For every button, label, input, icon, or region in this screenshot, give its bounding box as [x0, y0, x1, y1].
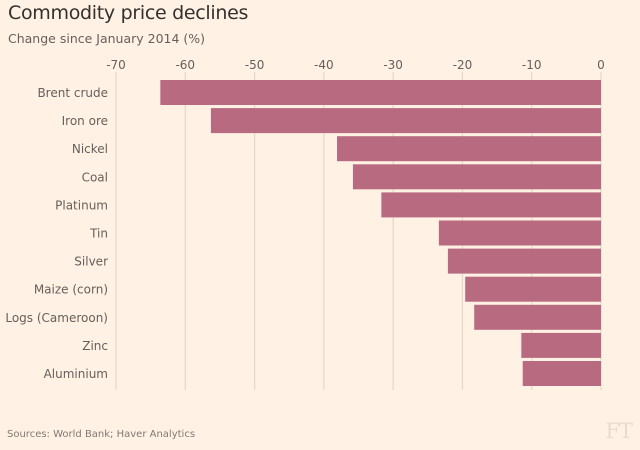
category-label: Aluminium	[44, 367, 108, 381]
source-note: Sources: World Bank; Haver Analytics	[7, 429, 196, 440]
category-label: Zinc	[82, 339, 108, 353]
category-label: Tin	[89, 227, 108, 241]
bar-silver	[447, 248, 601, 274]
category-label: Silver	[74, 255, 108, 269]
x-tick-label: -30	[383, 58, 403, 72]
x-tick-label: 0	[597, 58, 605, 72]
chart-subtitle: Change since January 2014 (%)	[8, 31, 206, 46]
category-label: Nickel	[72, 142, 108, 156]
x-axis-ticks: -70 -60 -50 -40 -30 -20 -10 0	[106, 58, 605, 72]
category-label: Logs (Cameroon)	[5, 311, 108, 325]
x-tick-label: -50	[245, 58, 265, 72]
category-label: Brent crude	[37, 86, 108, 100]
category-label: Maize (corn)	[34, 283, 108, 297]
bar-iron-ore	[210, 108, 601, 134]
x-tick-label: -10	[522, 58, 542, 72]
bar-zinc	[521, 332, 601, 358]
bars	[160, 80, 602, 386]
bar-logs-cameroon	[474, 304, 601, 330]
bar-tin	[438, 220, 601, 246]
ft-logo: FT	[605, 419, 633, 443]
bar-brent-crude	[160, 80, 602, 105]
bar-coal	[352, 164, 601, 190]
bar-maize-corn	[465, 276, 601, 302]
x-tick-label: -20	[453, 58, 473, 72]
category-label: Iron ore	[62, 114, 108, 128]
bar-aluminium	[522, 361, 601, 386]
x-tick-label: -60	[175, 58, 195, 72]
x-tick-label: -40	[314, 58, 334, 72]
bar-nickel	[337, 136, 601, 162]
category-label: Coal	[82, 170, 108, 184]
category-label: Platinum	[55, 198, 108, 212]
chart-title: Commodity price declines	[8, 2, 249, 24]
category-labels: Brent crude Iron ore Nickel Coal Platinum Tin…	[5, 86, 108, 381]
x-tick-label: -70	[106, 58, 126, 72]
bar-platinum	[381, 192, 601, 218]
